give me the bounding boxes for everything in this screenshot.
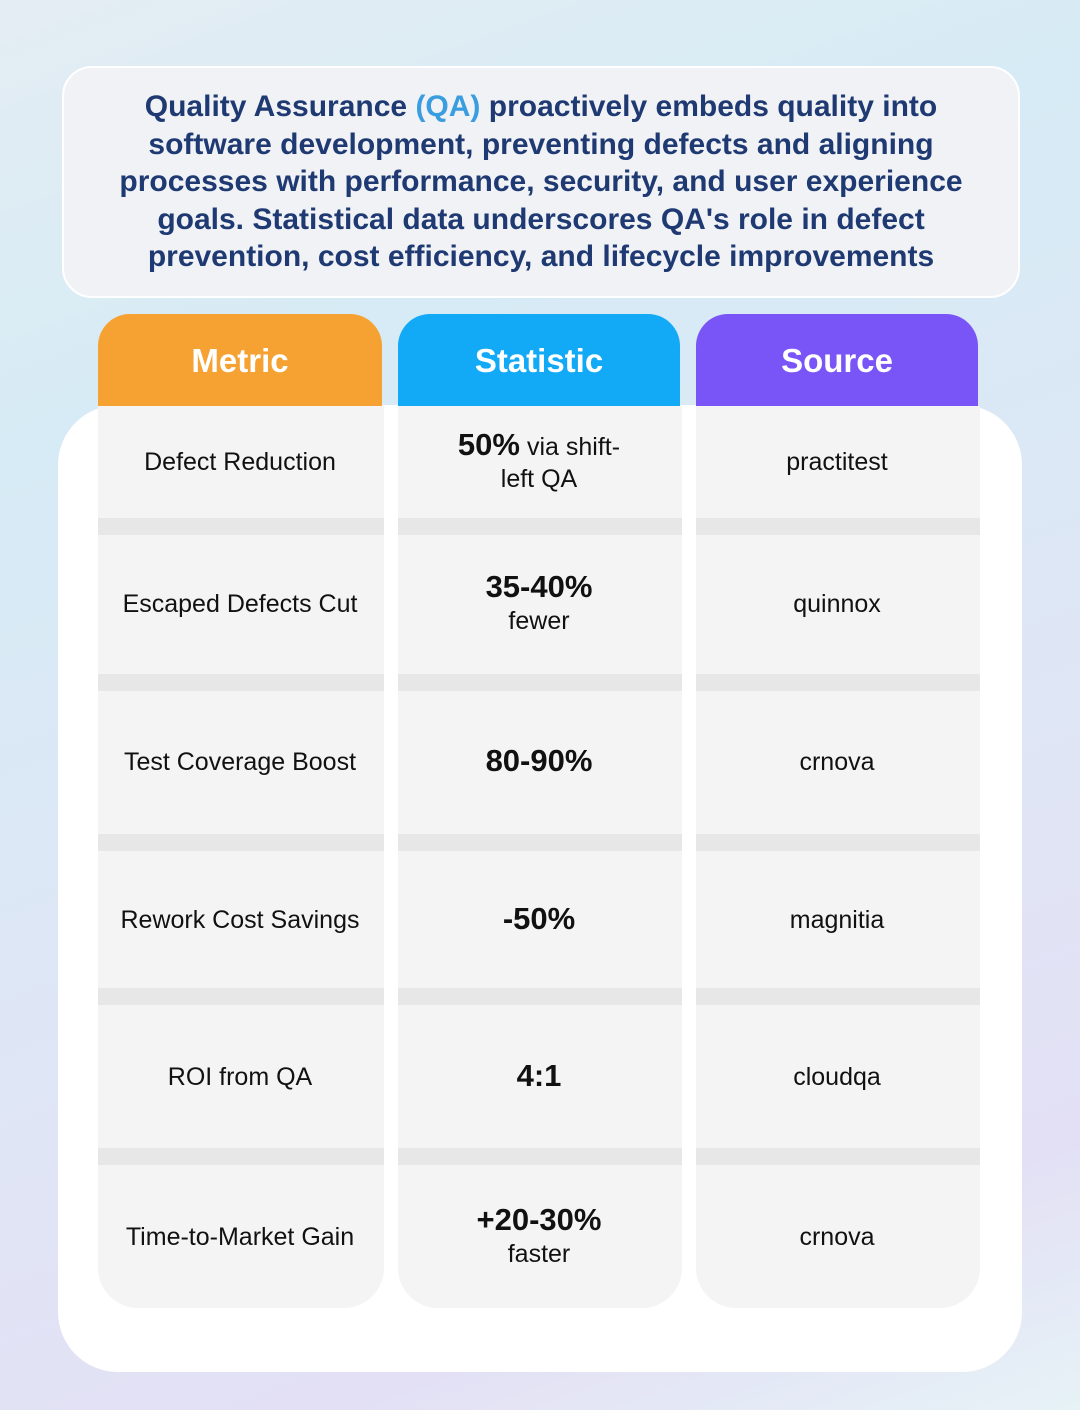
row-separator bbox=[98, 518, 384, 535]
row-separator bbox=[98, 1148, 384, 1165]
table-cell: 80-90% bbox=[398, 691, 680, 833]
table-cell: magnitia bbox=[789, 905, 885, 934]
column-header: Statistic bbox=[398, 314, 680, 407]
row-separator bbox=[98, 674, 384, 691]
table-cell: 4:1 bbox=[398, 1005, 680, 1148]
stat-line: 50% via shift-left QA bbox=[444, 429, 634, 495]
table-cell: practitest bbox=[786, 448, 888, 476]
table-cell: ROI from QA bbox=[167, 1062, 313, 1091]
intro-highlight: (QA) bbox=[415, 90, 481, 124]
stat-line: 80-90% bbox=[486, 745, 593, 779]
stat-rest: faster bbox=[507, 1239, 571, 1268]
row-separator bbox=[696, 518, 980, 535]
table-cell: crnova bbox=[799, 1222, 875, 1251]
row-separator bbox=[696, 988, 980, 1005]
row-separator bbox=[696, 674, 980, 691]
table-cell: cloudqa bbox=[793, 1062, 881, 1091]
table-cell: -50% bbox=[398, 851, 680, 988]
stat-bold: -50% bbox=[502, 900, 576, 936]
column-header: Metric bbox=[98, 314, 382, 407]
stat-bold: +20-30% bbox=[476, 1201, 602, 1237]
table-cell: Escaped Defects Cut bbox=[122, 590, 358, 618]
row-separator bbox=[98, 834, 384, 851]
table-cell: crnova bbox=[799, 748, 875, 776]
table-cell: 35-40% fewer bbox=[398, 535, 680, 673]
intro-rest: proactively embeds quality into software… bbox=[119, 90, 963, 274]
row-separator bbox=[398, 834, 682, 851]
intro-card: Quality Assurance (QA) proactively embed… bbox=[62, 66, 1020, 298]
stat-bold: 4:1 bbox=[516, 1057, 562, 1093]
row-separator bbox=[398, 518, 682, 535]
row-separator bbox=[98, 988, 384, 1005]
table-cell: quinnox bbox=[793, 590, 881, 618]
stat-line: 35-40% bbox=[486, 571, 593, 605]
table-cell: 50% via shift-left QA bbox=[398, 406, 680, 518]
table-cell: Defect Reduction bbox=[144, 448, 336, 476]
stat-bold: 50% bbox=[457, 427, 520, 462]
row-separator bbox=[398, 674, 682, 691]
stat-bold: 80-90% bbox=[485, 743, 593, 778]
table-cell: +20-30% faster bbox=[398, 1165, 680, 1308]
row-separator bbox=[398, 1148, 682, 1165]
stat-bold: 35-40% bbox=[485, 569, 593, 604]
table-cell: Test Coverage Boost bbox=[123, 748, 357, 776]
stat-line: 4:1 bbox=[516, 1057, 562, 1094]
table-cell: Time-to-Market Gain bbox=[125, 1222, 355, 1251]
stat-line: +20-30% bbox=[476, 1201, 602, 1238]
row-separator bbox=[696, 834, 980, 851]
row-separator bbox=[398, 988, 682, 1005]
table-cell: Rework Cost Savings bbox=[120, 905, 360, 934]
intro-lead: Quality Assurance bbox=[144, 90, 408, 124]
column-header: Source bbox=[696, 314, 978, 407]
intro-text: Quality Assurance (QA) proactively embed… bbox=[82, 88, 1000, 276]
stat-line: -50% bbox=[502, 900, 576, 937]
stat-rest: via shift-left QA bbox=[500, 433, 621, 493]
row-separator bbox=[696, 1148, 980, 1165]
stat-rest: fewer bbox=[508, 607, 570, 635]
